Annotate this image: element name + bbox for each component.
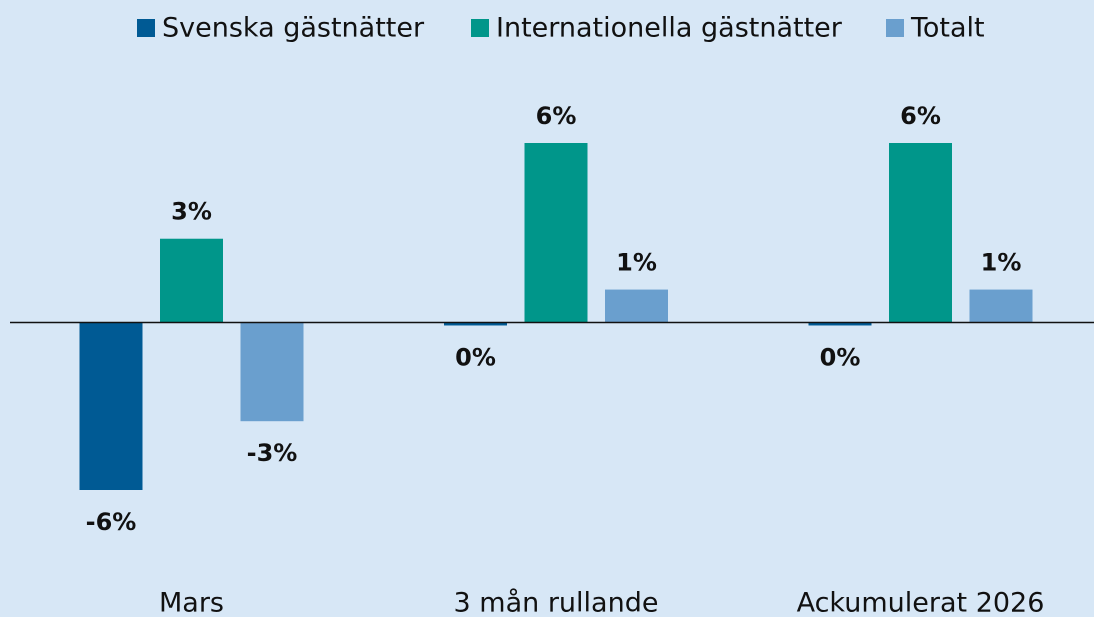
bar [605, 289, 668, 323]
data-label: 0% [820, 343, 861, 371]
data-label: 6% [900, 102, 941, 130]
data-label: -3% [247, 439, 298, 467]
bar [969, 289, 1033, 323]
x-tick-label: Ackumulerat 2026 [797, 588, 1045, 617]
data-label: -6% [86, 508, 137, 536]
x-tick-label: Mars [159, 588, 224, 617]
data-label: 1% [981, 249, 1022, 277]
legend-label: Totalt [910, 13, 985, 44]
bar [79, 322, 143, 490]
bar [240, 322, 304, 422]
bar [808, 322, 872, 326]
data-label: 6% [536, 102, 577, 130]
legend-swatch [886, 19, 904, 37]
data-label: 3% [171, 198, 212, 226]
data-label: 1% [616, 249, 657, 277]
bar [160, 238, 223, 323]
legend-label: Svenska gästnätter [162, 13, 425, 44]
legend-swatch [137, 19, 155, 37]
legend-swatch [471, 19, 489, 37]
data-label: 0% [455, 343, 496, 371]
x-tick-label: 3 mån rullande [454, 588, 659, 617]
bar [524, 143, 588, 323]
legend-label: Internationella gästnätter [496, 13, 843, 44]
bar [889, 143, 952, 323]
bar [444, 322, 507, 326]
